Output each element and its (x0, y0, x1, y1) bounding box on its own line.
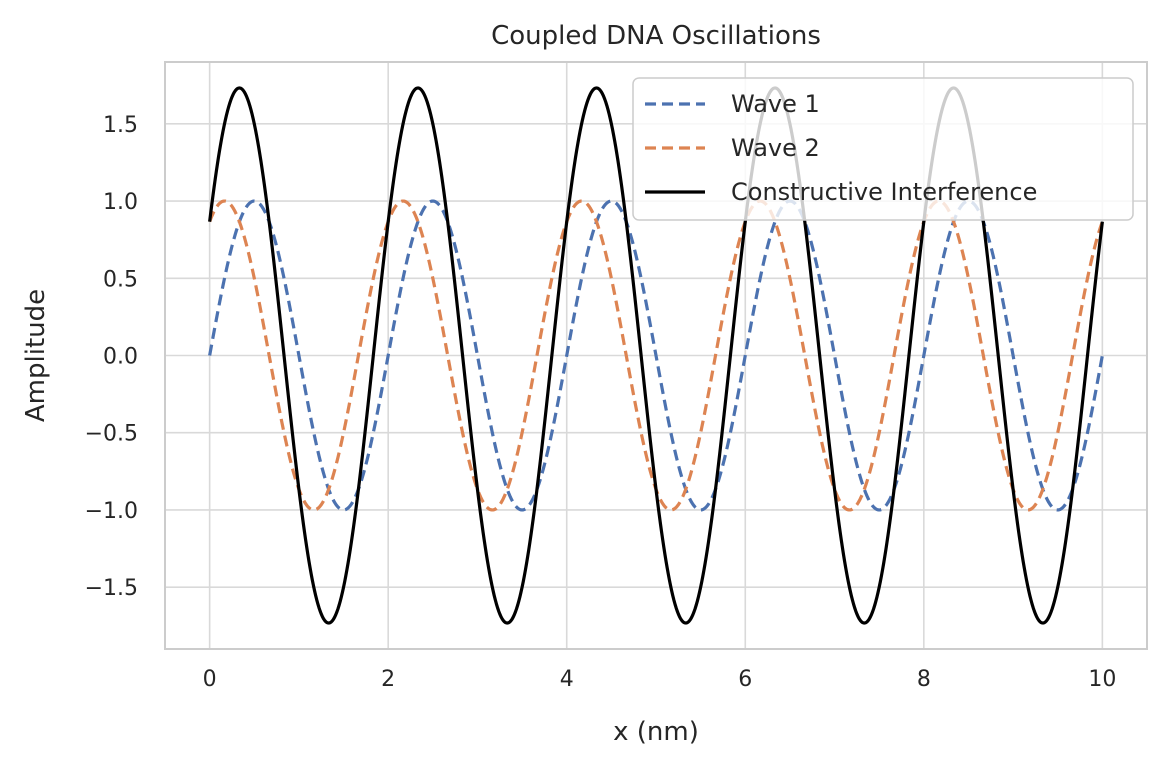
y-axis-label: Amplitude (21, 289, 51, 422)
legend-box (632, 77, 1134, 221)
y-tick-label: 0.0 (103, 345, 138, 370)
chart-title: Coupled DNA Oscillations (491, 21, 821, 51)
x-tick-label: 0 (203, 667, 217, 692)
legend-label: Constructive Interference (731, 178, 1037, 206)
x-tick-label: 4 (560, 667, 574, 692)
legend-label: Wave 1 (731, 90, 820, 118)
y-tick-label: 1.5 (103, 113, 138, 138)
x-tick-label: 2 (381, 667, 395, 692)
x-tick-label: 8 (917, 667, 931, 692)
y-tick-label: 0.5 (103, 267, 138, 292)
y-tick-label: −1.0 (85, 499, 138, 524)
legend: Wave 1 Wave 2 Constructive Interference (632, 77, 1134, 221)
x-axis-label: x (nm) (613, 717, 699, 747)
y-tick-label: −1.5 (85, 576, 138, 601)
plot-frame (164, 61, 1148, 650)
legend-label: Wave 2 (731, 134, 820, 162)
x-tick-label: 10 (1088, 667, 1116, 692)
tick-labels: 0 2 4 6 8 10 −1.5 −1.0 −0.5 0.0 0.5 1.0 1.5 (85, 113, 1117, 692)
x-tick-label: 6 (738, 667, 752, 692)
y-tick-label: −0.5 (85, 422, 138, 447)
y-tick-label: 1.0 (103, 190, 138, 215)
